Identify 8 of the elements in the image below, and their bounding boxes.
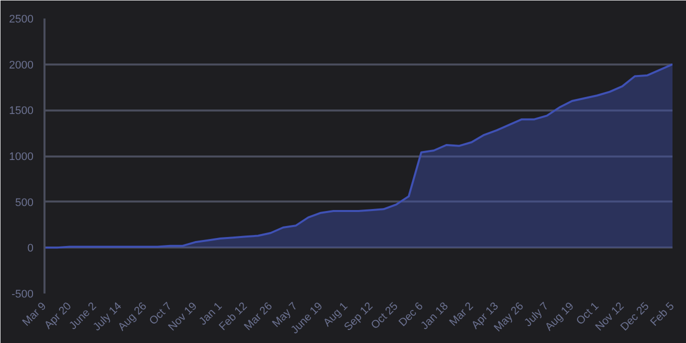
x-tick-label: Feb 5 — [648, 300, 677, 329]
y-tick-label: 0 — [27, 242, 34, 255]
y-tick-label: 2000 — [9, 59, 34, 72]
y-tick-label: 500 — [15, 196, 34, 209]
y-tick-label: 1500 — [9, 105, 34, 118]
y-tick-label: 1000 — [9, 151, 34, 163]
y-tick-label: 2500 — [9, 14, 34, 26]
y-tick-label: -500 — [11, 288, 34, 300]
